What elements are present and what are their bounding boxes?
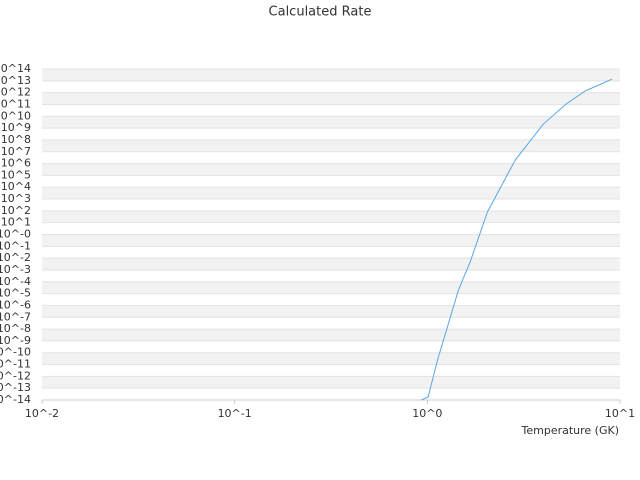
grid-band <box>42 352 620 365</box>
y-tick-label: 10^-12 <box>0 369 31 382</box>
y-tick-label: 10^-14 <box>0 393 31 406</box>
y-tick-label: 10^-5 <box>0 287 31 300</box>
y-tick-label: 10^5 <box>1 168 31 181</box>
x-tick-label: 10^1 <box>605 407 635 420</box>
grid-band <box>42 187 620 200</box>
x-tick-label: 10^0 <box>412 407 442 420</box>
grid-band <box>42 329 620 341</box>
y-tick-label: 10^11 <box>0 97 31 110</box>
x-tick-label: 10^-1 <box>218 407 252 420</box>
grid-band <box>42 234 620 247</box>
data-line <box>421 78 613 401</box>
grid-band <box>42 210 620 223</box>
x-axis-label: Temperature (GK) <box>521 424 620 437</box>
y-tick-label: 10^-2 <box>0 251 31 264</box>
y-tick-label: 10^4 <box>1 180 31 193</box>
y-tick-label: 10^13 <box>0 74 31 87</box>
grid-band <box>42 305 620 318</box>
y-tick-label: 10^-4 <box>0 275 31 288</box>
y-tick-label: 10^14 <box>0 62 31 75</box>
y-tick-label: 10^8 <box>1 133 31 146</box>
x-tick-label: 10^-2 <box>25 407 59 420</box>
grid-band <box>42 163 620 176</box>
grid-band <box>42 69 620 81</box>
grid-band <box>42 281 620 294</box>
y-tick-label: 10^2 <box>1 204 31 217</box>
y-tick-label: 10^12 <box>0 86 31 99</box>
chart-title: Calculated Rate <box>269 5 372 20</box>
y-tick-label: 10^-13 <box>0 381 31 394</box>
y-tick-label: 10^-1 <box>0 239 31 252</box>
y-tick-label: 10^1 <box>1 216 31 229</box>
y-tick-label: 10^10 <box>0 109 31 122</box>
y-tick-label: 10^-11 <box>0 358 31 371</box>
grid-band <box>42 139 620 152</box>
y-tick-label: 10^6 <box>1 157 31 170</box>
y-tick-label: 10^-9 <box>0 334 31 347</box>
grid-band <box>42 116 620 129</box>
y-tick-label: 10^-7 <box>0 310 31 323</box>
y-tick-label: 10^-8 <box>0 322 31 335</box>
y-tick-label: 10^-0 <box>0 228 31 241</box>
y-tick-label: 10^-3 <box>0 263 31 276</box>
y-tick-label: 10^3 <box>1 192 31 205</box>
grid-band <box>42 92 620 105</box>
y-tick-label: 10^-6 <box>0 298 31 311</box>
y-tick-label: 10^-10 <box>0 346 31 359</box>
y-tick-label: 10^9 <box>1 121 31 134</box>
grid-band <box>42 258 620 270</box>
grid-band <box>42 376 620 389</box>
y-tick-label: 10^7 <box>1 145 31 158</box>
